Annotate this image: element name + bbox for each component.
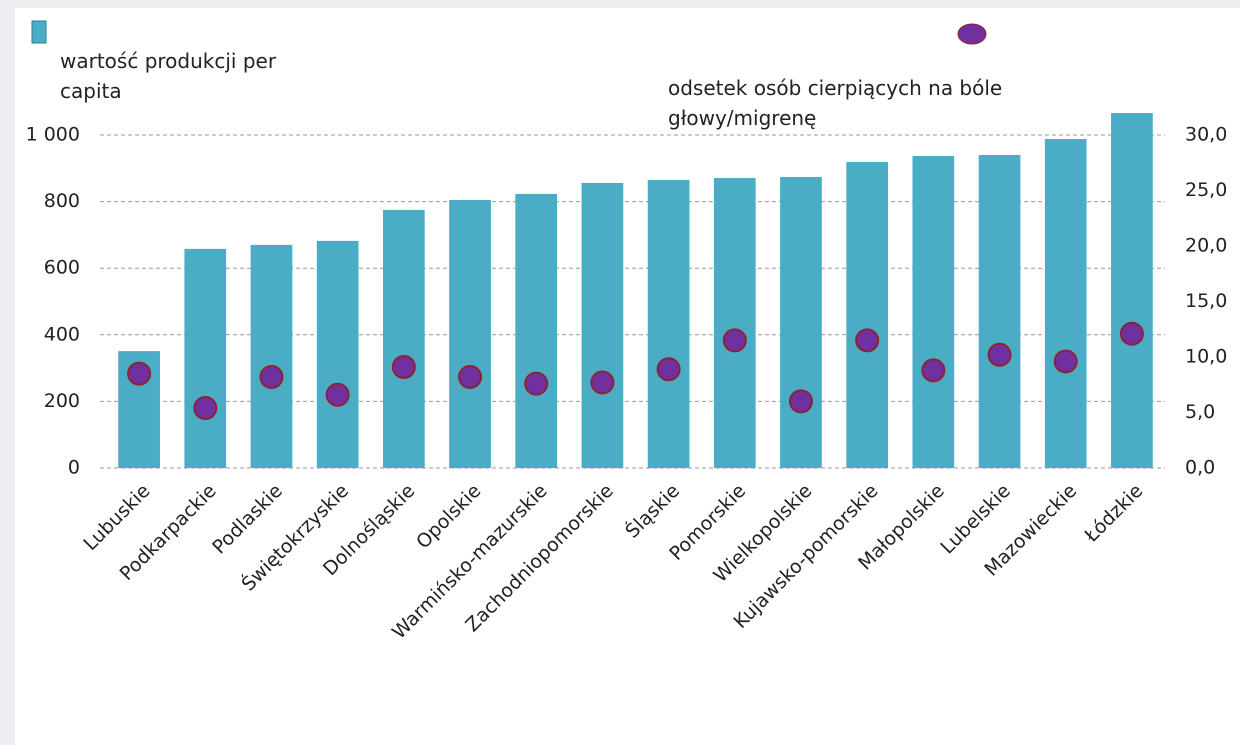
- dot: [127, 361, 152, 386]
- y-tick-label: 1 000: [26, 124, 80, 146]
- dot: [590, 370, 615, 395]
- y-tick-label: 400: [44, 323, 80, 345]
- bar: [978, 154, 1021, 469]
- y2-tick-label: 25,0: [1185, 179, 1227, 201]
- y-tick-label: 0: [68, 457, 80, 479]
- dot: [391, 354, 416, 379]
- x-tick-label: Łódzkie: [1080, 480, 1147, 547]
- dot: [1053, 349, 1078, 374]
- dot: [259, 364, 284, 389]
- bar: [1111, 113, 1153, 468]
- y-tick-label: 600: [44, 257, 80, 279]
- dot: [458, 364, 483, 389]
- dot: [524, 371, 549, 396]
- y-tick-label: 800: [44, 190, 80, 212]
- dot: [987, 342, 1012, 367]
- bar: [316, 240, 359, 468]
- bar: [515, 193, 558, 469]
- bar: [647, 179, 690, 468]
- y2-tick-label: 30,0: [1185, 124, 1227, 146]
- bar: [449, 199, 491, 468]
- dot: [722, 328, 747, 353]
- bar: [250, 244, 293, 468]
- dot: [1119, 321, 1144, 346]
- dot: [193, 396, 218, 421]
- y2-tick-label: 0,0: [1185, 457, 1215, 479]
- legend-swatch: [31, 20, 47, 44]
- legend-label: wartość produkcji per capita: [60, 49, 277, 103]
- legend-swatch: [957, 23, 987, 45]
- bar: [780, 176, 822, 468]
- dot: [855, 328, 880, 353]
- y2-tick-label: 20,0: [1185, 235, 1227, 257]
- bar: [382, 209, 425, 469]
- dot: [788, 389, 813, 414]
- dot: [656, 357, 681, 382]
- bar: [1044, 138, 1087, 468]
- bar: [184, 248, 227, 468]
- bar: [912, 155, 955, 468]
- y2-tick-label: 15,0: [1185, 290, 1227, 312]
- x-tick-label: Śląskie: [620, 478, 684, 542]
- bar: [581, 182, 624, 468]
- dot: [325, 382, 350, 407]
- legend-label: odsetek osób cierpiących na bóle głowy/m…: [668, 76, 1003, 130]
- y2-tick-label: 5,0: [1185, 401, 1215, 423]
- bar: [846, 161, 889, 468]
- y2-tick-label: 10,0: [1185, 346, 1227, 368]
- dot: [921, 358, 946, 383]
- y-tick-label: 200: [44, 390, 80, 412]
- bar: [713, 177, 756, 468]
